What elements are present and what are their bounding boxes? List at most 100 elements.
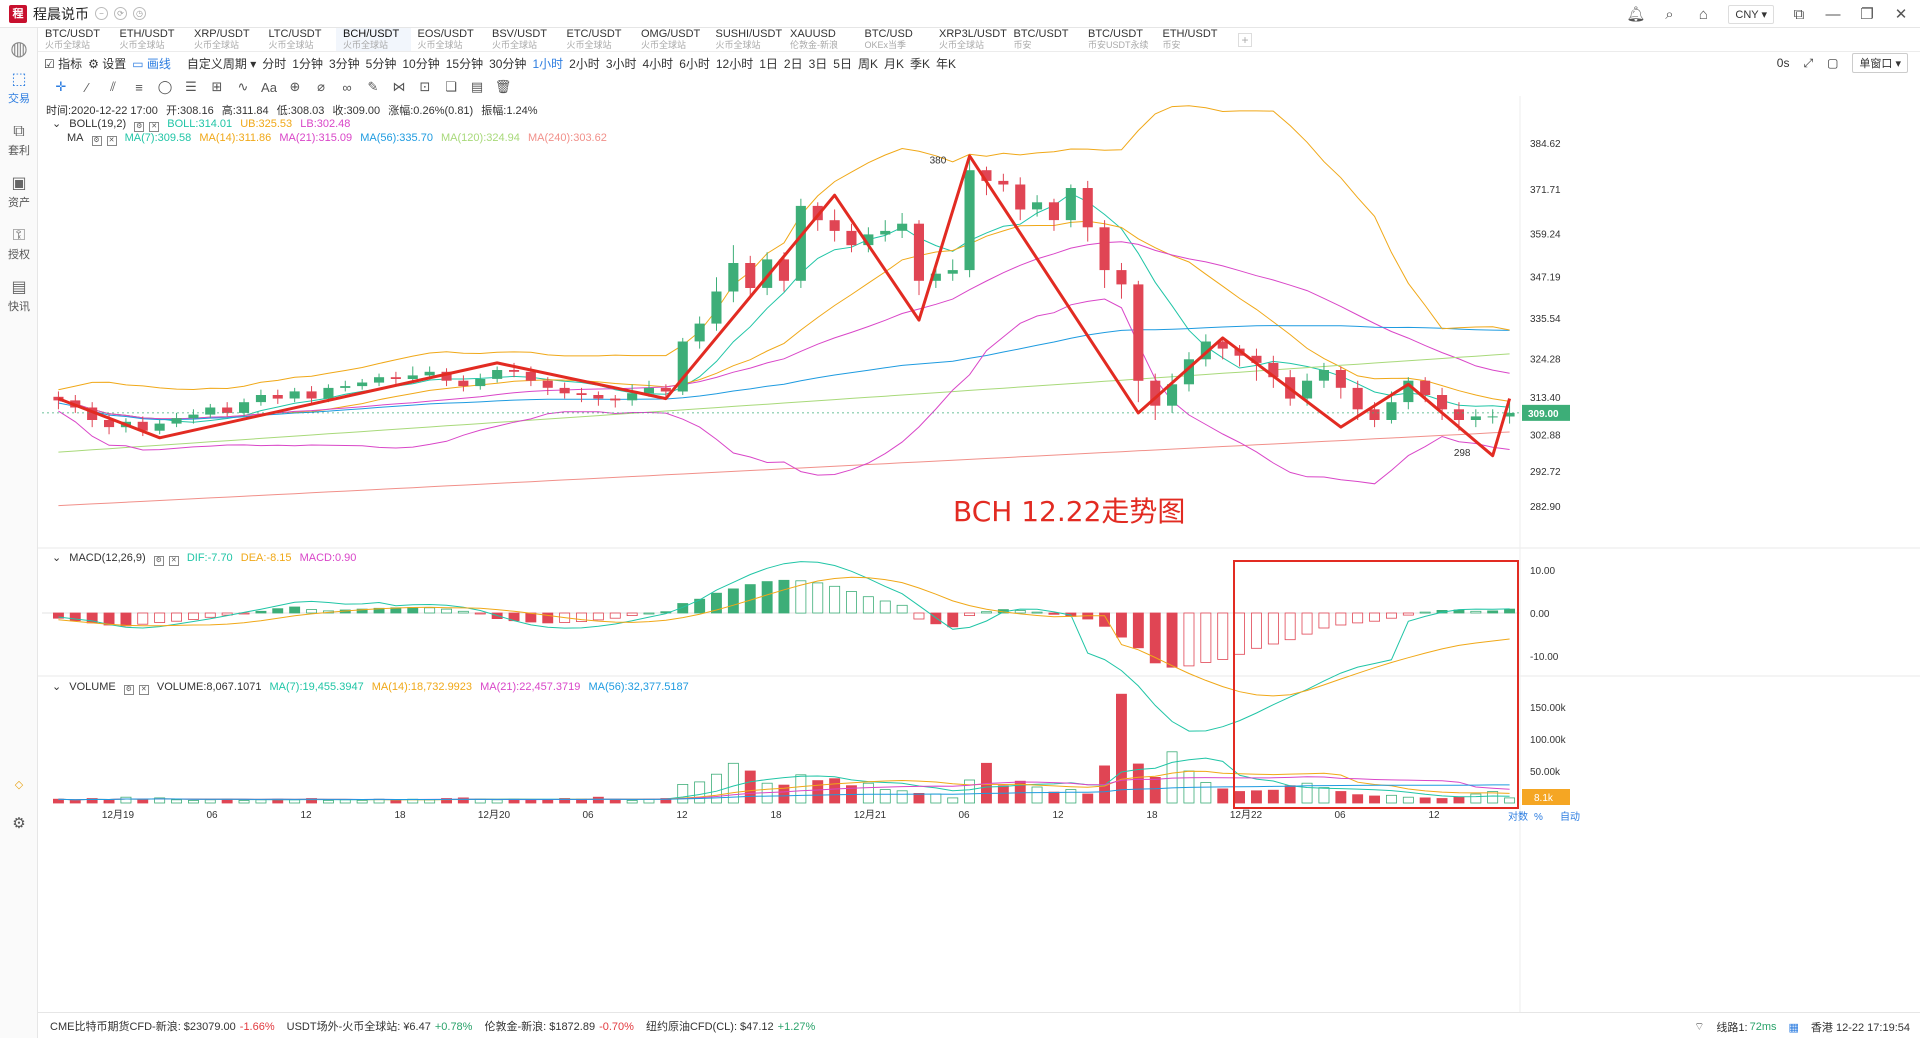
eraser-icon[interactable]: ⌀: [317, 79, 325, 94]
candle-body[interactable]: [964, 170, 975, 271]
candle-body[interactable]: [272, 395, 283, 399]
candle-body[interactable]: [913, 223, 924, 281]
minimize-circle-icon[interactable]: −: [95, 7, 108, 20]
period-button[interactable]: 6小时: [679, 56, 710, 71]
candle-body[interactable]: [812, 205, 823, 221]
period-button[interactable]: 12小时: [715, 56, 754, 71]
period-button[interactable]: 季K: [910, 56, 931, 71]
diamond-icon[interactable]: ◇: [14, 779, 24, 791]
candle-body[interactable]: [1167, 384, 1178, 406]
bell-icon[interactable]: 🔔︎: [1626, 6, 1646, 23]
period-button[interactable]: 1小时: [532, 56, 564, 71]
candle-body[interactable]: [1470, 416, 1481, 420]
magnet-icon[interactable]: ⊕: [289, 79, 301, 94]
candle-body[interactable]: [1318, 370, 1329, 381]
copy-icon[interactable]: ❏: [445, 79, 457, 94]
pair-tab[interactable]: EOS/USDT 火币全球站: [411, 28, 486, 51]
candle-body[interactable]: [104, 420, 115, 428]
sidebar-item-wallet[interactable]: ▣ 资产: [0, 174, 38, 210]
candle-body[interactable]: [762, 259, 773, 288]
candle-body[interactable]: [1015, 184, 1026, 210]
window-close-icon[interactable]: ✕: [1894, 6, 1908, 23]
pair-tab[interactable]: SUSHI/USDT 火币全球站: [709, 28, 784, 51]
candle-body[interactable]: [778, 259, 789, 281]
lock-icon[interactable]: ⊡: [419, 79, 431, 94]
candle-body[interactable]: [1200, 341, 1211, 360]
screenshot-icon[interactable]: ▢: [1827, 56, 1839, 70]
candle-body[interactable]: [677, 341, 688, 392]
collapse-chevron-icon[interactable]: ⌄: [52, 118, 62, 130]
fib-icon[interactable]: ≡: [135, 79, 143, 95]
candle-body[interactable]: [424, 371, 435, 376]
candle-body[interactable]: [846, 230, 857, 246]
gear-icon[interactable]: ⚙: [91, 136, 102, 146]
period-button[interactable]: 5日: [833, 56, 852, 71]
draw-button[interactable]: ▭ 画线: [132, 56, 171, 71]
period-button[interactable]: 月K: [884, 56, 905, 71]
candle-body[interactable]: [1217, 341, 1228, 349]
pair-tab[interactable]: XRP/USDT 火币全球站: [187, 28, 262, 51]
candle-body[interactable]: [1487, 416, 1498, 418]
close-icon[interactable]: ✕: [138, 685, 149, 695]
candle-body[interactable]: [525, 371, 536, 381]
hide-icon[interactable]: ▤: [470, 79, 484, 94]
candle-body[interactable]: [1032, 202, 1043, 210]
candle-body[interactable]: [137, 421, 148, 431]
add-pair-icon[interactable]: +: [1238, 33, 1252, 47]
period-button[interactable]: 1分钟: [292, 56, 323, 71]
candle-body[interactable]: [897, 223, 908, 231]
currency-select[interactable]: CNY ▾: [1728, 4, 1774, 24]
candle-body[interactable]: [627, 393, 638, 401]
period-button[interactable]: 分时: [262, 56, 287, 71]
custom-period-select[interactable]: 自定义周期 ▾: [186, 56, 257, 71]
candle-body[interactable]: [1335, 370, 1346, 388]
settings-button[interactable]: ⚙ 设置: [88, 56, 127, 71]
candle-body[interactable]: [407, 375, 418, 379]
candle-body[interactable]: [728, 263, 739, 292]
collapse-chevron-icon[interactable]: ⌄: [52, 552, 62, 564]
window-mode-select[interactable]: 单窗口 ▾: [1852, 53, 1908, 73]
close-icon[interactable]: ✕: [149, 122, 160, 132]
candle-body[interactable]: [559, 387, 570, 394]
close-icon[interactable]: ✕: [168, 556, 179, 566]
history-circle-icon[interactable]: ◷: [133, 7, 146, 20]
pair-tab[interactable]: ETC/USDT 火币全球站: [560, 28, 635, 51]
sidebar-item-arbitrage[interactable]: ⧉ 套利: [0, 122, 38, 158]
candle-body[interactable]: [306, 391, 317, 399]
period-button[interactable]: 年K: [936, 56, 957, 71]
settings-icon[interactable]: ⚙: [12, 815, 26, 832]
pair-tab[interactable]: XAUUSD 伦敦金-新浪: [783, 28, 858, 51]
candle-body[interactable]: [509, 370, 520, 372]
candle-body[interactable]: [610, 398, 621, 401]
pair-tab[interactable]: BTC/USDT 币安USDT永续: [1081, 28, 1156, 51]
price-chart[interactable]: 384.62 371.71 359.24 347.19 335.54 324.28 313.…: [38, 0, 1920, 1012]
candle-body[interactable]: [458, 380, 469, 387]
sidebar-item-key[interactable]: ⚿ 授权: [0, 226, 38, 262]
candle-body[interactable]: [1133, 284, 1144, 381]
candle-body[interactable]: [1403, 380, 1414, 403]
candle-body[interactable]: [1251, 355, 1262, 363]
candle-body[interactable]: [542, 380, 553, 388]
pair-tab[interactable]: BSV/USDT 火币全球站: [485, 28, 560, 51]
measure-icon[interactable]: ⋈: [392, 79, 406, 94]
period-button[interactable]: 3日: [808, 56, 828, 71]
window-minimize-icon[interactable]: —: [1825, 5, 1841, 23]
pair-tab[interactable]: BTC/USDT 火币全球站: [38, 28, 113, 51]
period-button[interactable]: 4小时: [642, 56, 674, 71]
candle-body[interactable]: [1082, 188, 1093, 228]
candle-body[interactable]: [745, 263, 756, 288]
candle-body[interactable]: [390, 377, 401, 379]
candle-body[interactable]: [1099, 227, 1110, 271]
candle-body[interactable]: [1420, 380, 1431, 395]
ticker-item[interactable]: 纽约原油CFD(CL): $47.12 +1.27%: [646, 1018, 815, 1034]
candle-body[interactable]: [643, 387, 654, 394]
candle-body[interactable]: [1302, 380, 1313, 399]
horizontal-lines-icon[interactable]: ☰: [185, 79, 197, 94]
pair-tab[interactable]: BTC/USDT 币安: [1007, 28, 1082, 51]
window-restore-icon[interactable]: ❐: [1860, 6, 1874, 23]
candle-body[interactable]: [87, 407, 98, 421]
candle-body[interactable]: [998, 180, 1009, 185]
scale-button[interactable]: %: [1534, 812, 1543, 823]
pair-tab[interactable]: ETH/USDT 火币全球站: [113, 28, 188, 51]
pair-tab[interactable]: XRP3L/USDT 火币全球站: [932, 28, 1007, 51]
